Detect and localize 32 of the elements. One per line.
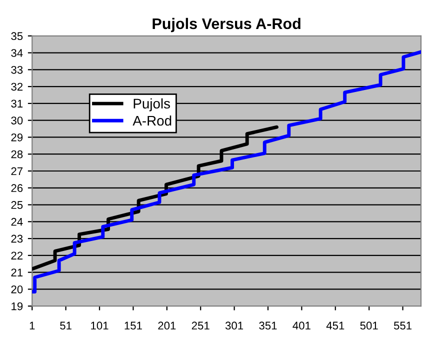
y-tick-label: 29	[11, 133, 23, 142]
x-tick-label: 301	[225, 322, 244, 330]
chart-title: Pujols Versus A-Rod	[152, 18, 300, 32]
y-tick-label: 20	[11, 285, 23, 294]
y-tick-label: 33	[11, 66, 23, 74]
x-tick-label: 201	[158, 322, 176, 330]
y-tick-label: 27	[11, 167, 23, 176]
x-tick-label: 151	[124, 322, 142, 330]
x-tick-label: 1	[30, 322, 35, 330]
y-tick-label: 26	[11, 184, 23, 192]
x-tick-label: 451	[326, 322, 344, 330]
x-tick-label: 51	[60, 322, 72, 330]
y-tick-label: 30	[11, 116, 23, 124]
y-tick-label: 34	[11, 49, 23, 57]
y-tick-label: 25	[11, 201, 23, 209]
x-tick-label: 501	[360, 322, 378, 330]
x-tick-label: 551	[394, 322, 412, 330]
x-tick-label: 251	[192, 322, 210, 330]
legend-label: Pujols	[134, 98, 170, 112]
y-tick-label: 23	[11, 234, 23, 243]
y-tick-label: 24	[11, 218, 23, 226]
y-tick-label: 31	[11, 100, 23, 108]
y-tick-label: 35	[11, 32, 23, 40]
y-tick-label: 21	[11, 268, 23, 276]
x-tick-label: 351	[259, 322, 277, 330]
y-tick-label: 28	[11, 150, 23, 158]
x-tick-label: 101	[91, 322, 108, 330]
x-tick-label: 401	[292, 322, 310, 330]
legend-label: A-Rod	[132, 115, 172, 126]
y-tick-label: 32	[11, 82, 23, 91]
y-tick-label: 19	[12, 302, 23, 310]
y-tick-label: 22	[11, 252, 23, 260]
